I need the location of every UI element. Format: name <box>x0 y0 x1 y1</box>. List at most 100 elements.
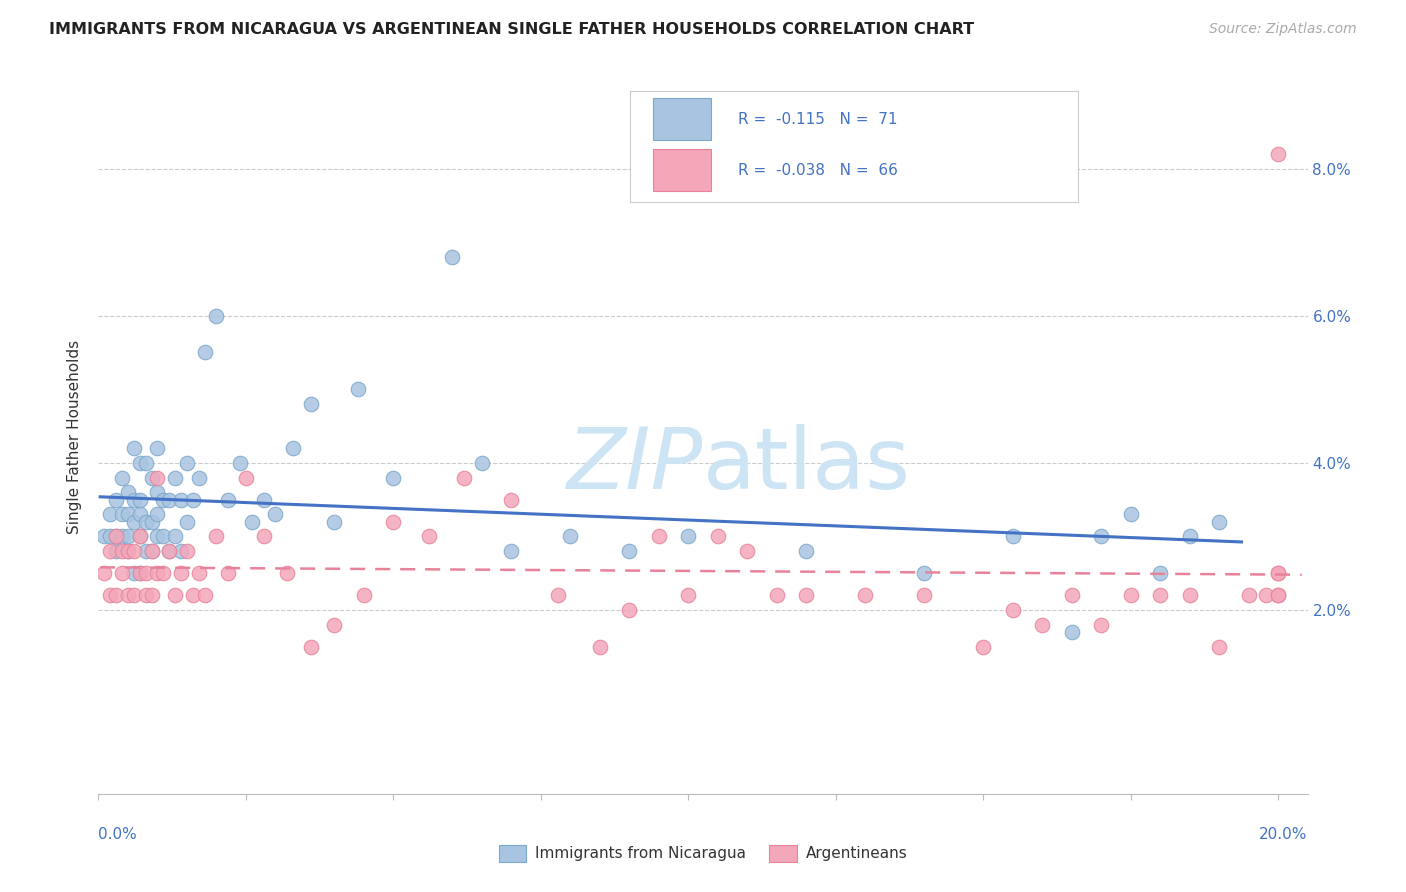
Point <box>229 456 252 470</box>
Point <box>146 529 169 543</box>
Point <box>323 617 346 632</box>
Point <box>98 508 121 522</box>
Point <box>323 515 346 529</box>
Point <box>135 544 157 558</box>
Point <box>453 470 475 484</box>
Point <box>281 441 304 455</box>
Point <box>146 485 169 500</box>
Point <box>170 544 193 558</box>
Point <box>1208 640 1230 654</box>
Point <box>187 470 209 484</box>
Point <box>794 588 817 602</box>
Point <box>141 515 163 529</box>
Point <box>678 588 700 602</box>
Point <box>122 492 145 507</box>
Point <box>146 508 169 522</box>
Point <box>1267 566 1289 581</box>
Point <box>98 588 121 602</box>
Point <box>165 588 187 602</box>
Point <box>299 397 322 411</box>
Point <box>1060 625 1083 640</box>
Point <box>264 508 287 522</box>
Point <box>117 588 139 602</box>
Point <box>141 588 163 602</box>
Point <box>765 588 787 602</box>
Point <box>735 544 758 558</box>
Point <box>111 566 134 581</box>
Point <box>619 544 641 558</box>
Point <box>152 492 174 507</box>
Text: atlas: atlas <box>703 424 911 508</box>
Point <box>648 529 671 543</box>
Point <box>471 456 494 470</box>
Point <box>252 529 274 543</box>
Point <box>1256 588 1278 602</box>
Point <box>146 441 169 455</box>
Point <box>117 508 139 522</box>
Point <box>217 492 239 507</box>
Point <box>135 588 157 602</box>
Point <box>141 470 163 484</box>
Point <box>382 515 405 529</box>
Point <box>706 529 728 543</box>
Point <box>122 566 145 581</box>
Point <box>619 603 641 617</box>
Point <box>105 544 128 558</box>
Point <box>128 492 150 507</box>
Point <box>441 250 464 264</box>
Point <box>176 515 198 529</box>
Text: ZIP: ZIP <box>567 424 703 508</box>
Point <box>972 640 994 654</box>
Point <box>353 588 375 602</box>
Point <box>1149 566 1171 581</box>
Point <box>1001 529 1024 543</box>
Point <box>105 529 128 543</box>
Point <box>128 566 150 581</box>
Point <box>135 456 157 470</box>
Point <box>128 508 150 522</box>
Point <box>252 492 274 507</box>
Point <box>176 544 198 558</box>
Point <box>141 544 163 558</box>
Point <box>157 492 180 507</box>
Point <box>98 529 121 543</box>
Point <box>170 492 193 507</box>
Point <box>111 508 134 522</box>
Text: 0.0%: 0.0% <box>98 827 138 841</box>
Point <box>678 529 700 543</box>
Point <box>347 382 370 396</box>
Point <box>165 529 187 543</box>
Point <box>1267 588 1289 602</box>
Point <box>165 470 187 484</box>
Point <box>912 566 935 581</box>
Legend: Immigrants from Nicaragua, Argentineans: Immigrants from Nicaragua, Argentineans <box>492 838 914 868</box>
Point <box>1119 508 1142 522</box>
Point <box>418 529 440 543</box>
Point <box>117 485 139 500</box>
Point <box>205 309 228 323</box>
Point <box>135 566 157 581</box>
Point <box>1060 588 1083 602</box>
Point <box>1090 617 1112 632</box>
Text: 20.0%: 20.0% <box>1260 827 1308 841</box>
Point <box>1178 529 1201 543</box>
Y-axis label: Single Father Households: Single Father Households <box>67 340 83 534</box>
Point <box>105 492 128 507</box>
Point <box>560 529 582 543</box>
Point <box>105 588 128 602</box>
Point <box>146 470 169 484</box>
Point <box>122 544 145 558</box>
Point <box>217 566 239 581</box>
Point <box>1178 588 1201 602</box>
Point <box>128 566 150 581</box>
Point <box>205 529 228 543</box>
Point <box>240 515 263 529</box>
Point <box>93 529 115 543</box>
Point <box>105 529 128 543</box>
Point <box>170 566 193 581</box>
Point <box>181 588 204 602</box>
Point <box>128 529 150 543</box>
Point <box>853 588 876 602</box>
Point <box>111 470 134 484</box>
Point <box>117 529 139 543</box>
